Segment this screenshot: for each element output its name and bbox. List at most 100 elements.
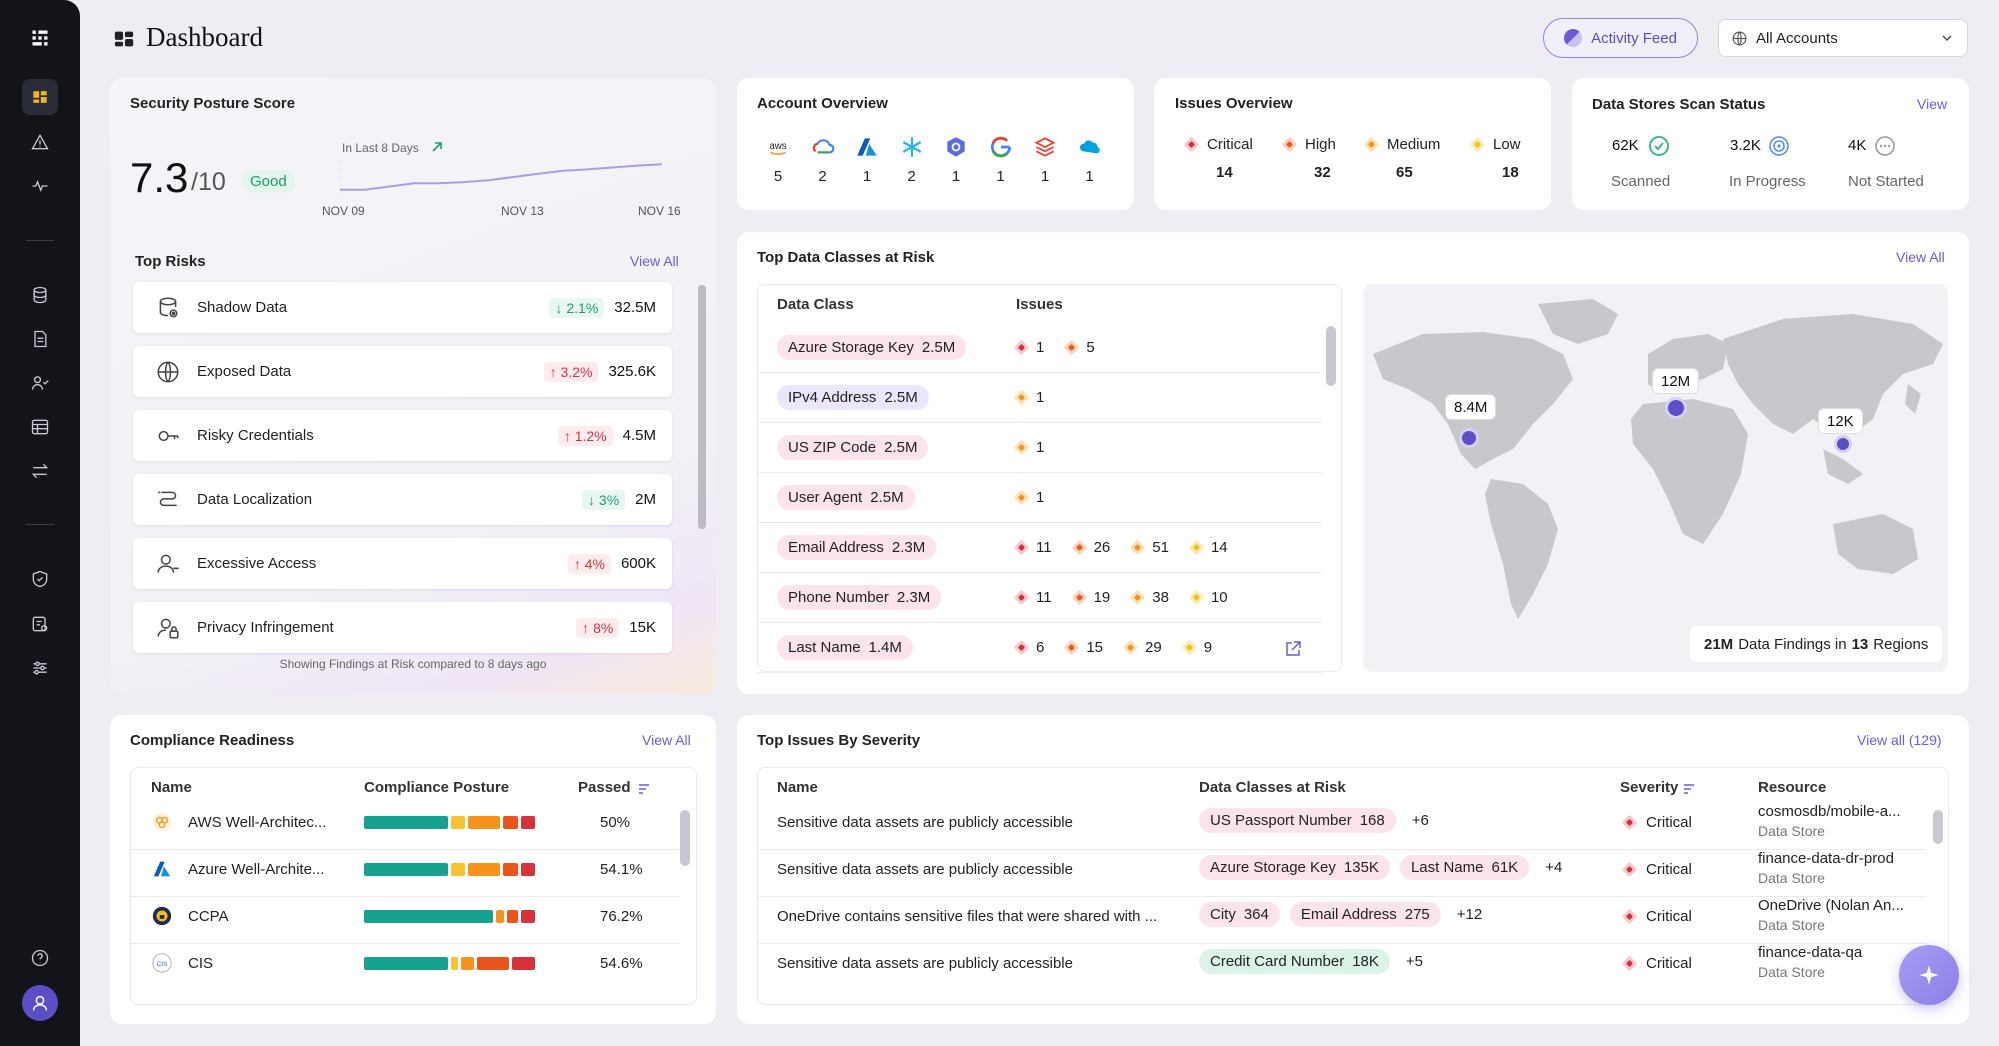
more-classes-count[interactable]: +12 <box>1456 906 1483 923</box>
issues-critical-item[interactable]: Critical <box>1183 136 1253 153</box>
external-link-icon[interactable] <box>1284 640 1302 658</box>
sort-icon[interactable] <box>637 782 651 796</box>
data-class-chip[interactable]: Email Address 2.3M <box>777 535 937 560</box>
data-class-chip[interactable]: Credit Card Number 18K <box>1199 949 1390 974</box>
compliance-name[interactable]: Azure Well-Archite... <box>188 861 325 878</box>
top-issues-scrollbar[interactable] <box>1933 810 1943 844</box>
scan-status-view-link[interactable]: View <box>1917 96 1948 112</box>
more-classes-count[interactable]: +5 <box>1405 953 1424 970</box>
data-classes-view-all-link[interactable]: View All <box>1896 249 1945 265</box>
issues-medium-item[interactable]: Medium <box>1363 136 1440 153</box>
data-class-chip[interactable]: Email Address 275 <box>1289 902 1441 927</box>
issue-name[interactable]: Sensitive data assets are publicly acces… <box>777 861 1073 878</box>
top-issues-view-all-link[interactable]: View all (129) <box>1857 732 1942 748</box>
gcp-icon[interactable] <box>810 134 836 160</box>
data-class-chip[interactable]: Last Name 1.4M <box>777 635 913 660</box>
compliance-scrollbar[interactable] <box>680 810 690 866</box>
compliance-name[interactable]: AWS Well-Architec... <box>188 814 327 831</box>
data-class-chip[interactable]: Last Name 61K <box>1399 855 1530 880</box>
map-pin-na[interactable] <box>1459 428 1479 448</box>
help-icon[interactable] <box>22 940 58 976</box>
data-class-chip[interactable]: US ZIP Code 2.5M <box>777 435 929 460</box>
app-grid-logo-icon[interactable] <box>22 20 58 56</box>
azure-icon[interactable] <box>854 134 880 160</box>
account-select[interactable]: All Accounts <box>1718 19 1968 57</box>
svg-text:aws: aws <box>769 141 786 152</box>
avatar-icon[interactable] <box>22 985 58 1021</box>
data-class-row[interactable]: US ZIP Code 2.5M 1 <box>757 423 1322 473</box>
issues-low-item[interactable]: Low <box>1469 136 1521 153</box>
resource-name[interactable]: OneDrive (Nolan An... <box>1758 897 1904 914</box>
risks-scrollbar[interactable] <box>698 285 706 529</box>
map-pin-label-eu: 12M <box>1652 368 1700 394</box>
top-risks-view-all-link[interactable]: View All <box>630 253 679 269</box>
risk-row-privacy-infringement[interactable]: Privacy Infringement ↑ 8% 15K <box>133 602 672 653</box>
risk-value: 2M <box>635 491 656 508</box>
data-class-chip[interactable]: Phone Number 2.3M <box>777 585 942 610</box>
map-pin-asia[interactable] <box>1834 435 1852 453</box>
issue-name[interactable]: Sensitive data assets are publicly acces… <box>777 814 1073 831</box>
activity-feed-label: Activity Feed <box>1591 29 1677 47</box>
activity-feed-button[interactable]: Activity Feed <box>1543 18 1698 58</box>
risk-row-exposed-data[interactable]: Exposed Data ↑ 3.2% 325.6K <box>133 346 672 397</box>
risk-row-data-localization[interactable]: Data Localization ↓ 3% 2M <box>133 474 672 525</box>
severity-label: Critical <box>1646 861 1692 878</box>
compliance-name[interactable]: CCPA <box>188 908 229 925</box>
aws-icon[interactable]: aws <box>765 134 791 160</box>
data-class-row[interactable]: Email Address 2.3M 11 26 51 14 <box>757 523 1322 573</box>
data-class-chip[interactable]: IPv4 Address 2.5M <box>777 385 929 410</box>
data-class-chip[interactable]: Azure Storage Key 2.5M <box>777 335 967 360</box>
issues-high-item[interactable]: High <box>1281 136 1336 153</box>
issue-count-item: 19 <box>1071 589 1110 606</box>
data-class-row[interactable]: Phone Number 2.3M 11 19 38 10 <box>757 573 1322 623</box>
col-severity[interactable]: Severity <box>1620 779 1679 796</box>
data-class-chip[interactable]: Azure Storage Key 135K <box>1199 855 1390 880</box>
risk-row-shadow-data[interactable]: Shadow Data ↓ 2.1% 32.5M <box>133 282 672 333</box>
risk-row-risky-credentials[interactable]: Risky Credentials ↑ 1.2% 4.5M <box>133 410 672 461</box>
more-classes-count[interactable]: +6 <box>1411 812 1429 829</box>
compliance-view-all-link[interactable]: View All <box>642 732 691 748</box>
data-classes-scrollbar[interactable] <box>1326 326 1336 386</box>
salesforce-icon[interactable] <box>1077 134 1103 160</box>
transfer-icon[interactable] <box>22 453 58 489</box>
map-pin-eu[interactable] <box>1665 397 1687 419</box>
google-icon[interactable] <box>988 134 1014 160</box>
resource-name[interactable]: cosmosdb/mobile-a... <box>1758 803 1901 820</box>
account-overview-card <box>737 78 1134 210</box>
data-class-chip[interactable]: US Passport Number 168 <box>1199 808 1396 833</box>
snowflake-icon[interactable] <box>899 134 925 160</box>
data-class-name: Phone Number <box>788 589 889 606</box>
data-class-chip[interactable]: User Agent 2.5M <box>777 485 915 510</box>
databricks-icon[interactable] <box>1032 134 1058 160</box>
data-class-row[interactable]: Last Name 1.4M 6 15 29 9 <box>757 623 1322 673</box>
database-icon[interactable] <box>22 277 58 313</box>
users-icon[interactable] <box>22 365 58 401</box>
issue-name[interactable]: OneDrive contains sensitive files that w… <box>777 908 1158 925</box>
resource-name[interactable]: finance-data-dr-prod <box>1758 850 1894 867</box>
posture-bar-segment <box>503 863 518 876</box>
resource-name[interactable]: finance-data-qa <box>1758 944 1863 961</box>
posture-trend-chart <box>340 160 662 196</box>
activity-icon[interactable] <box>22 168 58 204</box>
data-class-row[interactable]: User Agent 2.5M 1 <box>757 473 1322 523</box>
kubernetes-icon[interactable] <box>943 134 969 160</box>
data-class-row[interactable]: IPv4 Address 2.5M 1 <box>757 373 1322 423</box>
risk-row-excessive-access[interactable]: Excessive Access ↑ 4% 600K <box>133 538 672 589</box>
col-passed[interactable]: Passed <box>578 779 631 796</box>
more-classes-count[interactable]: +4 <box>1545 859 1563 876</box>
document-icon[interactable] <box>22 321 58 357</box>
shield-icon[interactable] <box>22 561 58 597</box>
issue-name[interactable]: Sensitive data assets are publicly acces… <box>777 955 1073 972</box>
ai-assistant-button[interactable] <box>1899 945 1959 1005</box>
data-class-chip[interactable]: City 364 <box>1199 902 1280 927</box>
data-class-row[interactable]: Azure Storage Key 2.5M 1 5 <box>757 323 1322 373</box>
chip-count: 275 <box>1404 906 1430 923</box>
dashboard-icon[interactable] <box>22 79 58 115</box>
datastore-icon[interactable] <box>22 606 58 642</box>
data-class-cell: Email Address 2.3M <box>777 535 1016 560</box>
sliders-icon[interactable] <box>22 650 58 686</box>
alert-icon[interactable] <box>22 124 58 160</box>
filter-icon[interactable] <box>1682 782 1696 796</box>
table-icon[interactable] <box>22 409 58 445</box>
compliance-name[interactable]: CIS <box>188 955 214 972</box>
